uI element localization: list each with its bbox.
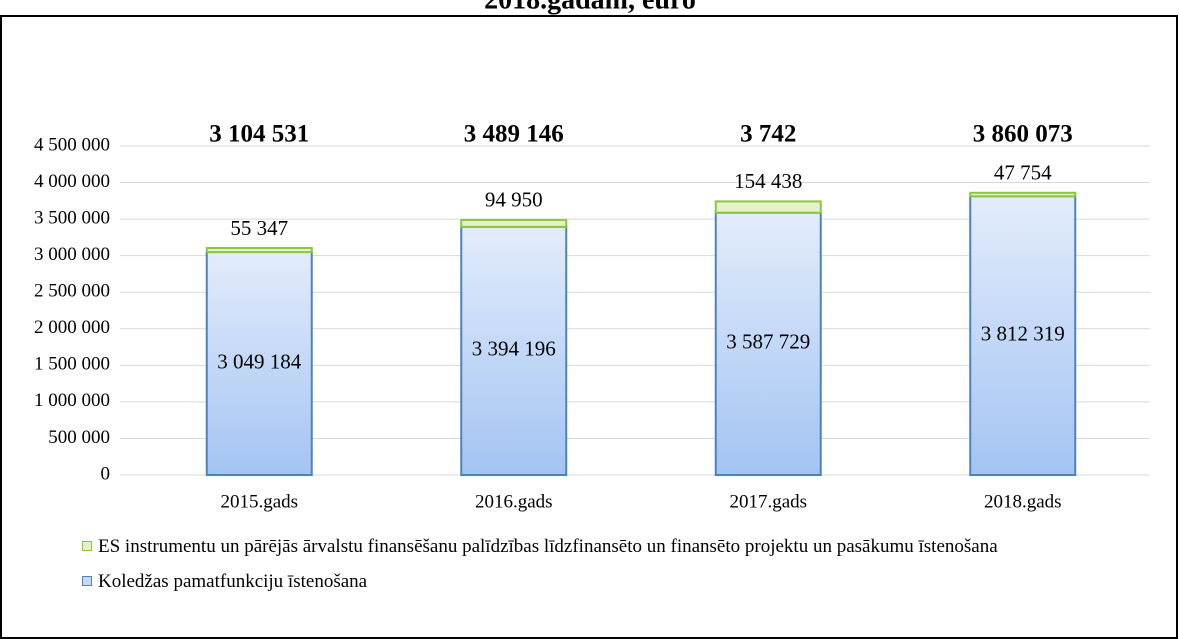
bar-segment xyxy=(714,211,822,476)
x-tick-label: 2015.gads xyxy=(220,491,298,512)
bar-segment xyxy=(969,191,1077,198)
bar-segment xyxy=(969,195,1077,476)
y-tick-label: 1 500 000 xyxy=(34,354,110,375)
legend: ES instrumentu un pārējās ārvalstu finan… xyxy=(82,534,1152,604)
y-tick-label: 2 000 000 xyxy=(34,317,110,338)
data-label: 94 950 xyxy=(485,188,543,212)
y-tick-label: 4 000 000 xyxy=(34,171,110,192)
total-label: 3 742 xyxy=(740,121,796,148)
y-tick-label: 4 500 000 xyxy=(34,134,110,155)
data-label: 47 754 xyxy=(994,161,1052,185)
data-label: 3 812 319 xyxy=(981,321,1065,345)
legend-label: Koledžas pamatfunkciju īstenošana xyxy=(98,571,368,592)
legend-swatch xyxy=(82,541,92,551)
data-label: 3 394 196 xyxy=(472,337,556,361)
x-tick-label: 2017.gads xyxy=(729,491,807,512)
bar-segment xyxy=(714,200,822,214)
x-tick-label: 2016.gads xyxy=(475,491,553,512)
legend-label: ES instrumentu un pārējās ārvalstu finan… xyxy=(98,536,998,557)
data-label: 3 049 184 xyxy=(217,349,302,373)
y-tick-label: 1 000 000 xyxy=(34,390,110,411)
chart-title: 2018.gadam, euro xyxy=(484,0,696,15)
legend-entry: Koledžas pamatfunkciju īstenošana xyxy=(82,569,1152,594)
legend-entry: ES instrumentu un pārējās ārvalstu finan… xyxy=(82,534,1152,559)
data-label: 3 587 729 xyxy=(726,330,810,354)
y-tick-label: 2 500 000 xyxy=(34,281,110,302)
bar-segment xyxy=(460,225,568,476)
bar-segment xyxy=(205,251,313,476)
y-tick-label: 0 xyxy=(101,463,111,484)
y-tick-label: 500 000 xyxy=(48,427,110,448)
data-label: 55 347 xyxy=(230,216,288,240)
legend-swatch xyxy=(82,576,92,586)
x-tick-label: 2018.gads xyxy=(984,491,1062,512)
bar-segment xyxy=(205,247,313,254)
y-tick-label: 3 000 000 xyxy=(34,244,110,265)
total-label: 3 104 531 xyxy=(209,121,309,148)
total-label: 3 489 146 xyxy=(464,121,564,148)
data-label: 154 438 xyxy=(734,169,802,193)
y-tick-label: 3 500 000 xyxy=(34,207,110,228)
frame xyxy=(0,15,1178,639)
bar-segment xyxy=(460,218,568,228)
total-label: 3 860 073 xyxy=(973,121,1073,148)
